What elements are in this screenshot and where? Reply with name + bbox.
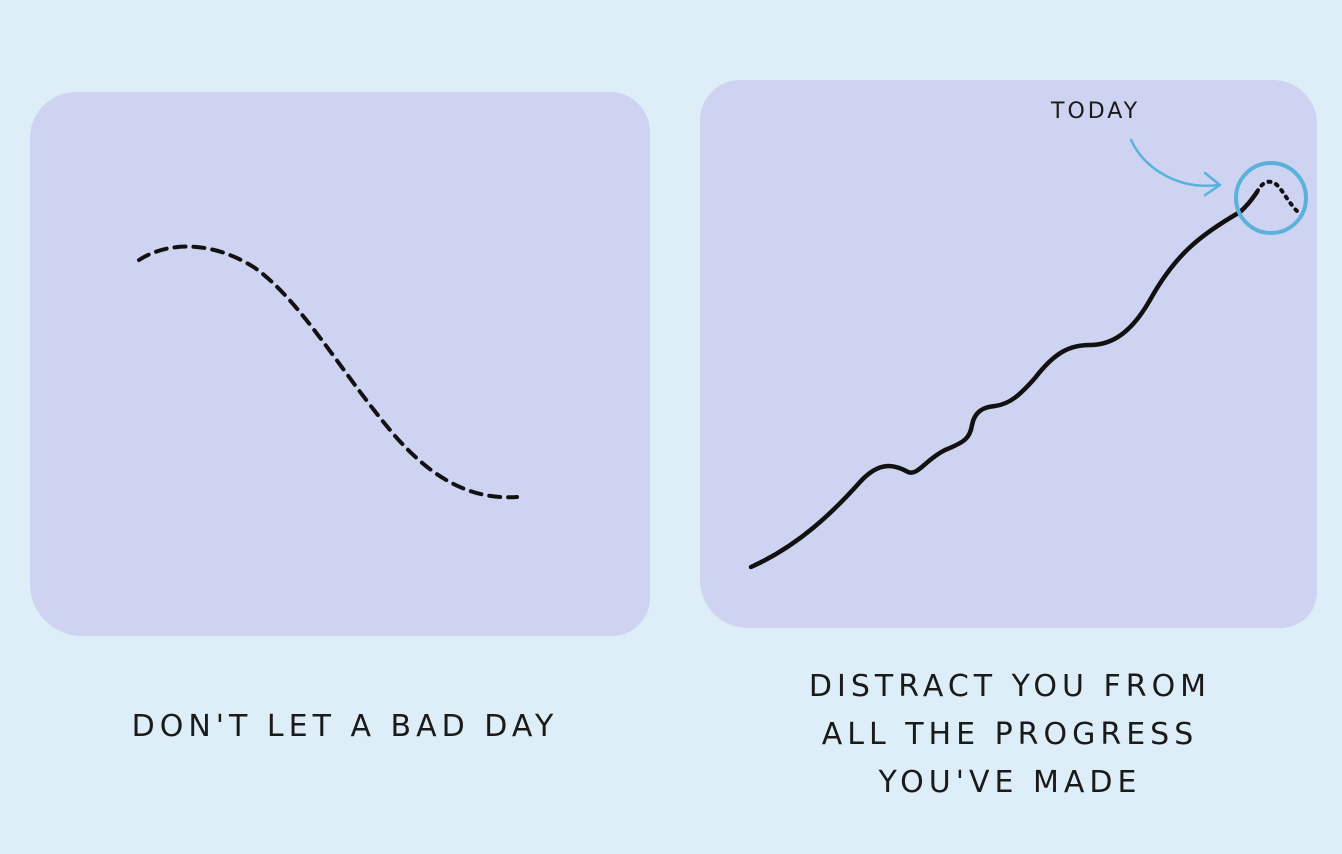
today-label: TODAY <box>1051 99 1141 124</box>
bad-day-dashed-curve <box>137 244 519 500</box>
today-arrow <box>1129 138 1220 188</box>
right-caption-line-2: ALL THE PROGRESS <box>821 717 1199 752</box>
progress-line <box>748 189 1260 570</box>
right-caption-line-1: DISTRACT YOU FROM <box>808 669 1212 704</box>
left-caption: DON'T LET A BAD DAY <box>60 703 630 751</box>
today-dotted-dip <box>1255 179 1302 216</box>
left-caption-line: DON'T LET A BAD DAY <box>131 709 559 744</box>
today-arrow-head <box>1203 171 1222 197</box>
right-caption-line-3: YOU'VE MADE <box>878 765 1142 800</box>
today-highlight-circle <box>1234 161 1308 235</box>
right-caption: DISTRACT YOU FROM ALL THE PROGRESS YOU'V… <box>730 663 1290 807</box>
